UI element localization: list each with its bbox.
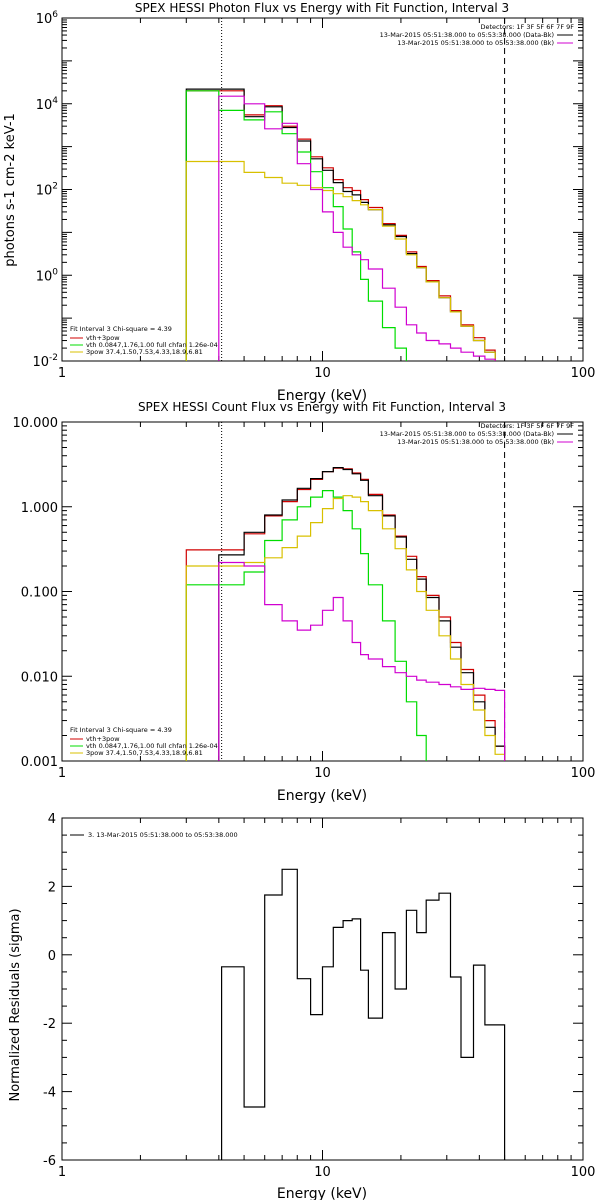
panel2-title: SPEX HESSI Count Flux vs Energy with Fit…: [138, 400, 506, 414]
panel3-ytick-label: 2: [48, 880, 56, 895]
panel3-xtick-label: 10: [314, 1165, 331, 1180]
panel1-fit-legend-header: Fit Interval 3 Chi-square = 4.39: [70, 325, 172, 333]
panel-count-flux: SPEX HESSI Count Flux vs Energy with Fit…: [13, 400, 596, 804]
panel2-series-3: [185, 495, 506, 761]
panel1-xtick-label: 10: [314, 366, 331, 381]
panel2-fit-legend-1: vth 0.0847,1.76,1.00 full chfan 1.26e-04: [86, 742, 218, 750]
panel3-ylabel: Normalized Residuals (sigma): [8, 908, 23, 1101]
panel2-fit-legend-0: vth+3pow: [86, 735, 120, 743]
panel2-ytick-label: 0.100: [21, 586, 58, 601]
panel3-ytick-label: 4: [48, 812, 56, 827]
panel-residuals: 1 10 100 -6 -4 -2 0 2 4 Energy (keV) Normalized …: [8, 812, 595, 1200]
panel1-series-4: [218, 95, 496, 361]
panel3-legend-label: 3. 13-Mar-2015 05:51:38.000 to 05:53:38.…: [88, 831, 238, 839]
panel1-xlabel: Energy (keV): [277, 388, 367, 404]
panel2-xtick-label: 1: [58, 766, 66, 781]
panel1-series-3: [185, 160, 496, 361]
panel2-series-4: [218, 561, 506, 761]
panel3-series-0: [221, 868, 506, 1160]
panel3-xtick-label: 1: [58, 1165, 66, 1180]
panel2-xtick-label: 100: [571, 766, 596, 781]
panel2-xtick-label: 10: [314, 766, 331, 781]
panel1-xtick-label: 100: [571, 366, 596, 381]
panel3-ytick-label: -6: [43, 1154, 56, 1169]
panel2-fit-legend-header: Fit Interval 3 Chi-square = 4.39: [70, 726, 172, 734]
panel1-series-0: [185, 90, 496, 361]
panel3-ytick-label: 0: [48, 949, 56, 964]
panel1-fit-legend-2: 3pow 37.4,1.50,7.53,4.33,18.9,6.81: [86, 348, 203, 356]
panel1-fit-legend-0: vth+3pow: [86, 334, 120, 342]
panel2-series-0: [185, 467, 506, 761]
panel2-time-legend-1: 13-Mar-2015 05:51:38.000 to 05:53:38.000…: [397, 438, 554, 446]
panel1-ylabel: photons s-1 cm-2 keV-1: [3, 113, 18, 267]
panel3-xtick-label: 100: [571, 1165, 596, 1180]
panel3-ytick-label: -4: [43, 1086, 56, 1101]
panel1-title: SPEX HESSI Photon Flux vs Energy with Fi…: [135, 1, 509, 15]
panel2-ytick-label: 1.000: [21, 501, 58, 516]
panel2-fit-legend-2: 3pow 37.4,1.50,7.53,4.33,18.9,6.81: [86, 749, 203, 757]
panel3-plot-area: 1 10 100 -6 -4 -2 0 2 4: [43, 812, 595, 1180]
panel2-series-2: [185, 490, 427, 761]
panel2-time-legend-0: 13-Mar-2015 05:51:38.000 to 05:53:38.000…: [380, 430, 554, 438]
panel2-ytick-label: 0.010: [21, 670, 58, 685]
panel1-time-legend-0: 13-Mar-2015 05:51:38.000 to 05:53:38.000…: [380, 31, 554, 39]
panel3-ytick-label: -2: [43, 1017, 56, 1032]
panel1-xtick-label: 1: [58, 366, 66, 381]
panel2-detector-label: Detectors: 1F 3F 5F 6F 7F 9F: [480, 422, 574, 430]
panel1-detector-label: Detectors: 1F 3F 5F 6F 7F 9F: [480, 23, 574, 31]
panel1-fit-legend-1: vth 0.0847,1.76,1.00 full chfan 1.26e-04: [86, 341, 218, 349]
panel1-time-legend-1: 13-Mar-2015 05:51:38.000 to 05:53:38.000…: [397, 39, 554, 47]
panel2-ytick-label: 10.000: [13, 416, 59, 431]
panel2-plot-area: 1 10 100 0.001 0.010 0.100 1.000 10.000: [13, 416, 596, 781]
panel2-series-1: [218, 467, 506, 761]
panel2-xlabel: Energy (keV): [277, 788, 367, 804]
panel3-xlabel: Energy (keV): [277, 1186, 367, 1200]
panel-photon-flux: SPEX HESSI Photon Flux vs Energy with Fi…: [3, 1, 596, 404]
panel2-ytick-label: 0.001: [21, 755, 58, 770]
